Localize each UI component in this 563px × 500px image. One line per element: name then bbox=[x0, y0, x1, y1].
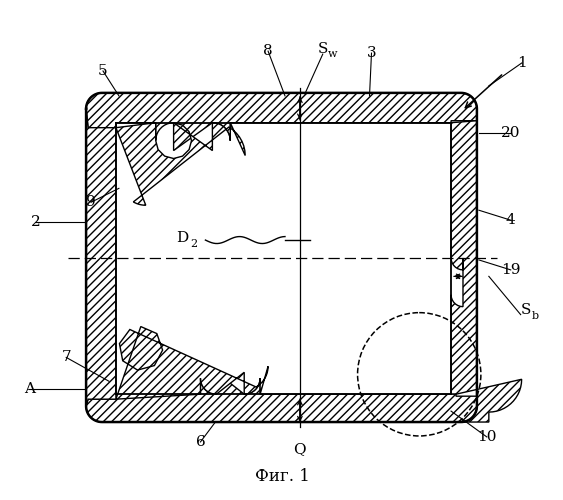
Polygon shape bbox=[121, 107, 522, 422]
Text: 10: 10 bbox=[477, 430, 497, 444]
Text: 6: 6 bbox=[195, 435, 205, 449]
Text: A: A bbox=[24, 382, 35, 396]
Text: 19: 19 bbox=[501, 263, 520, 277]
Text: Q: Q bbox=[293, 442, 306, 456]
Text: 8: 8 bbox=[263, 44, 273, 58]
Text: Фиг. 1: Фиг. 1 bbox=[254, 468, 310, 485]
Text: 20: 20 bbox=[501, 126, 520, 140]
Text: b: b bbox=[532, 310, 539, 320]
Text: 1: 1 bbox=[517, 56, 526, 70]
Polygon shape bbox=[86, 93, 477, 150]
Text: 4: 4 bbox=[506, 213, 516, 227]
Text: 2: 2 bbox=[190, 239, 197, 249]
Text: S: S bbox=[520, 302, 531, 316]
Text: D: D bbox=[176, 231, 189, 245]
Polygon shape bbox=[86, 109, 116, 406]
Text: S: S bbox=[318, 42, 328, 56]
Polygon shape bbox=[116, 122, 451, 394]
Text: 3: 3 bbox=[367, 46, 376, 60]
Polygon shape bbox=[116, 122, 245, 205]
Text: 5: 5 bbox=[98, 64, 108, 78]
Text: w: w bbox=[328, 49, 337, 59]
Text: 9: 9 bbox=[86, 196, 96, 209]
Text: 7: 7 bbox=[61, 350, 71, 364]
Polygon shape bbox=[116, 326, 268, 399]
Text: 2: 2 bbox=[30, 215, 40, 229]
Polygon shape bbox=[86, 372, 477, 422]
